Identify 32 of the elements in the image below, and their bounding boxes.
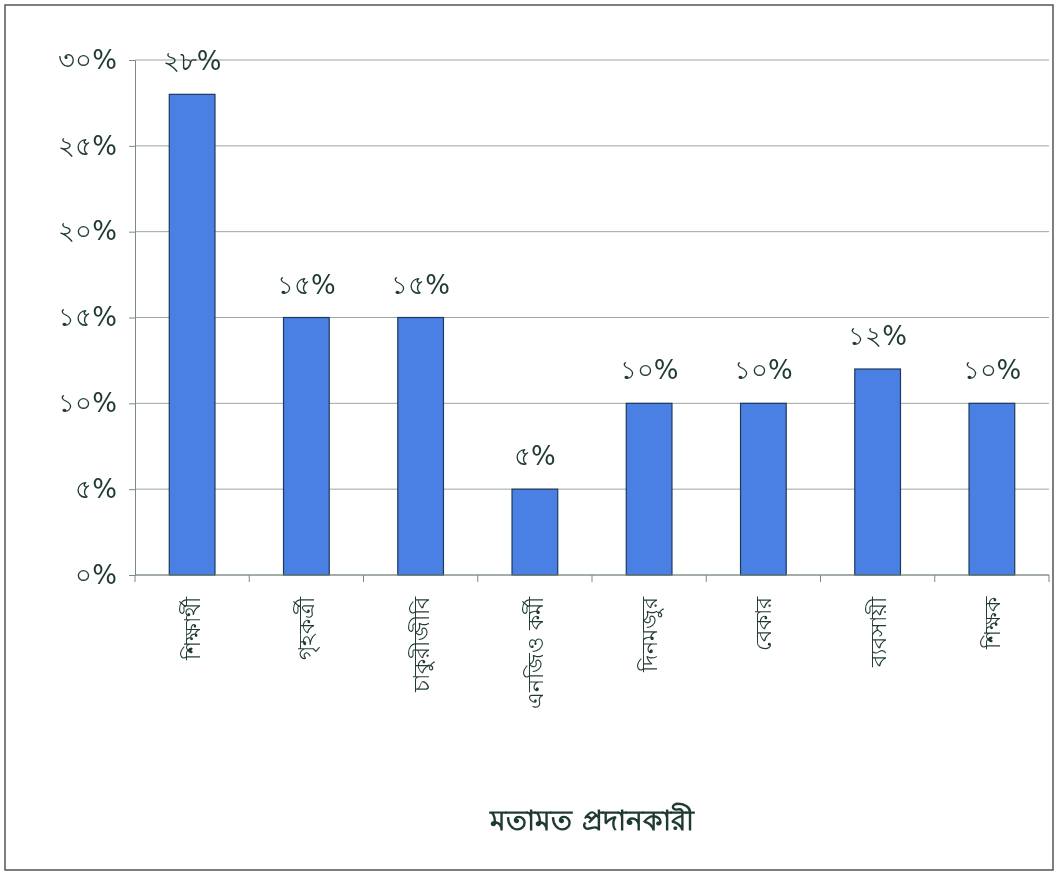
y-tick-label: ১০% bbox=[58, 388, 117, 419]
data-label: ১০% bbox=[962, 355, 1022, 386]
data-label: ২৮% bbox=[162, 46, 222, 77]
y-tick-label: ৫% bbox=[75, 473, 117, 504]
y-tick-label: ২০% bbox=[58, 216, 117, 247]
y-tick-label: ০% bbox=[75, 559, 117, 590]
x-tick-label: শিক্ষার্থী bbox=[179, 596, 206, 661]
bar bbox=[625, 402, 673, 576]
x-tick-label: শিক্ষক bbox=[979, 596, 1005, 650]
data-label: ১৫% bbox=[277, 269, 336, 300]
bar bbox=[511, 488, 559, 576]
x-axis-title: মতামত প্রদানকারী bbox=[489, 802, 695, 837]
x-tick-label: ব্যবসায়ী bbox=[864, 596, 891, 668]
bar bbox=[168, 93, 216, 576]
y-tick-label: ১৫% bbox=[58, 302, 117, 333]
y-tick-label: ৩০% bbox=[58, 44, 117, 75]
bar bbox=[739, 402, 787, 576]
x-tick-label: এনজিও কর্মী bbox=[521, 596, 548, 709]
bar bbox=[282, 316, 330, 576]
data-label: ৫% bbox=[514, 441, 556, 472]
x-tick-label: দিনমজুর bbox=[637, 596, 665, 673]
data-label: ১২% bbox=[848, 321, 907, 351]
x-tick-label: চাকুরীজীবি bbox=[407, 596, 435, 693]
data-label: ১৫% bbox=[391, 269, 450, 300]
bar bbox=[968, 402, 1016, 576]
bar bbox=[854, 368, 902, 576]
y-tick-label: ২৫% bbox=[58, 130, 117, 161]
x-tick-label: বেকার bbox=[751, 596, 777, 651]
data-label: ১০% bbox=[734, 355, 793, 386]
bar bbox=[397, 316, 445, 576]
x-tick-label: গৃহকর্ত্রী bbox=[293, 596, 321, 660]
data-label: ১০% bbox=[619, 355, 679, 386]
